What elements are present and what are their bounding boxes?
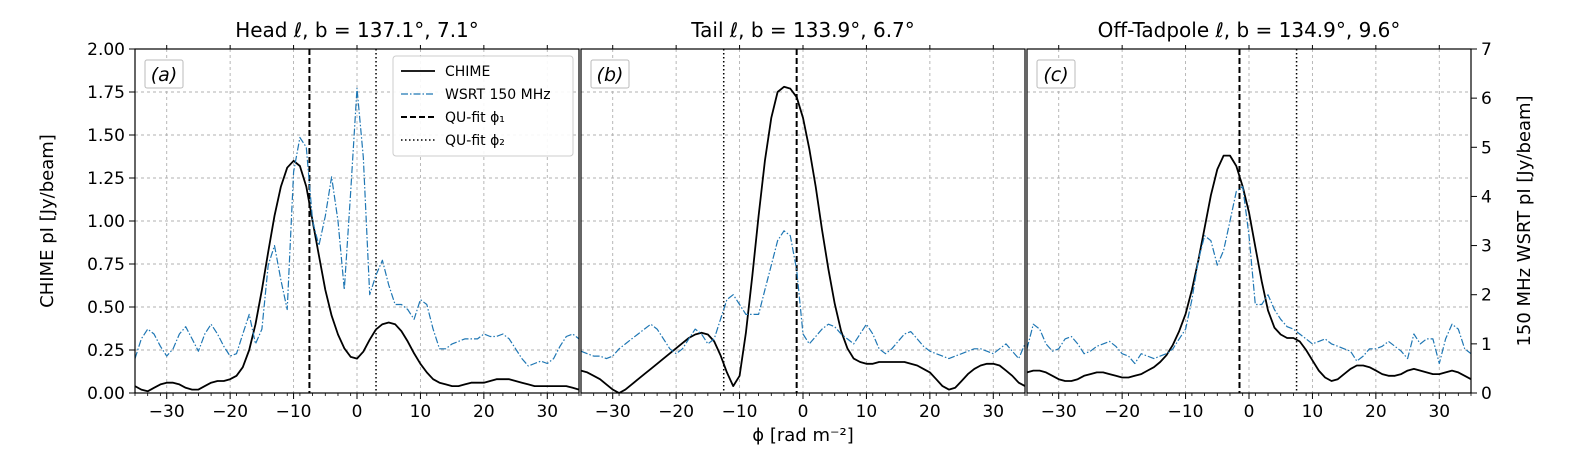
left-y-tick-label: 1.00: [87, 212, 125, 232]
panel-1-x-tick-label: 20: [473, 402, 495, 422]
panel-2-x-tick-label: −10: [722, 402, 758, 422]
panel-3-x-tick-label: 10: [1302, 402, 1324, 422]
left-y-tick-label: 0.50: [87, 298, 125, 318]
panel-2-x-tick-label: 30: [982, 402, 1004, 422]
series-layer: [134, 85, 1472, 394]
panel-1-x-tick-label: 30: [536, 402, 558, 422]
x-axis-title: ϕ [rad m⁻²]: [752, 425, 853, 446]
panel-3-tag-box: [1036, 59, 1076, 89]
legend-box: [392, 55, 574, 157]
left-y-tick-label: 0.75: [87, 255, 125, 275]
panel-1-tag: (a): [151, 64, 177, 86]
legend-label-4: QU-fit ϕ₂: [445, 133, 505, 149]
panel-3-x-tick-label: 30: [1428, 402, 1450, 422]
right-y-tick-label: 5: [1481, 138, 1492, 158]
panel-1-chime-line: [134, 159, 580, 393]
panel-2-x-tick-label: −30: [595, 402, 631, 422]
right-y-axis-title: 150 MHz WSRT pI [Jy/beam]: [1514, 95, 1535, 346]
legend-label-1: CHIME: [445, 64, 490, 80]
left-y-tick-label: 0.25: [87, 341, 125, 361]
right-y-tick-label: 6: [1481, 89, 1492, 109]
panel-2-tag: (b): [597, 64, 624, 86]
panel-1-title: Head ℓ, b = 137.1°, 7.1°: [235, 18, 479, 42]
left-y-tick-label: 0.00: [87, 384, 125, 404]
right-y-tick-label: 2: [1481, 286, 1492, 306]
panel-1-x-tick-label: 0: [352, 402, 363, 422]
panel-1-wsrt-line: [134, 87, 580, 367]
left-y-tick-label: 1.25: [87, 169, 125, 189]
panel-3-x-tick-label: −10: [1168, 402, 1204, 422]
panel-2-x-tick-label: 0: [798, 402, 809, 422]
panel-3-x-tick-label: −20: [1104, 402, 1140, 422]
panel-2-x-tick-label: 20: [919, 402, 941, 422]
right-y-tick-label: 0: [1481, 384, 1492, 404]
panel-2-tag-box: [590, 59, 630, 89]
panel-3-tag: (c): [1043, 64, 1068, 86]
right-y-tick-label: 7: [1481, 40, 1492, 60]
panel-1-x-tick-label: −10: [276, 402, 312, 422]
panel-2-wsrt-line: [580, 230, 1026, 360]
frames-layer: [129, 45, 1477, 399]
left-y-axis-title: CHIME pI [Jy/beam]: [37, 134, 58, 308]
panel-1-tag-box: [144, 59, 184, 89]
panel-2-x-tick-label: −20: [658, 402, 694, 422]
legend-label-2: WSRT 150 MHz: [445, 87, 551, 103]
right-y-tick-label: 3: [1481, 237, 1492, 257]
panel-2-title: Tail ℓ, b = 133.9°, 6.7°: [690, 18, 915, 42]
panel-3-wsrt-line: [1026, 186, 1472, 365]
right-y-tick-label: 4: [1481, 187, 1492, 207]
panel-3-x-tick-label: −30: [1041, 402, 1077, 422]
vertical-lines-layer: [308, 49, 1298, 393]
panel-3-chime-line: [1026, 154, 1472, 382]
right-y-tick-label: 1: [1481, 335, 1492, 355]
grid-layer: [135, 48, 1471, 394]
legend-label-3: QU-fit ϕ₁: [445, 110, 505, 126]
left-y-tick-label: 1.75: [87, 83, 125, 103]
panel-1-x-tick-label: 10: [410, 402, 432, 422]
panel-2-chime-line: [580, 85, 1026, 394]
panel-3-title: Off-Tadpole ℓ, b = 134.9°, 9.6°: [1098, 18, 1401, 42]
panel-2-x-tick-label: 10: [856, 402, 878, 422]
panel-1-x-tick-label: −20: [212, 402, 248, 422]
left-y-tick-label: 1.50: [87, 126, 125, 146]
panel-3-x-tick-label: 20: [1365, 402, 1387, 422]
panel-1-x-tick-label: −30: [149, 402, 185, 422]
panel-3-x-tick-label: 0: [1244, 402, 1255, 422]
left-y-tick-label: 2.00: [87, 40, 125, 60]
